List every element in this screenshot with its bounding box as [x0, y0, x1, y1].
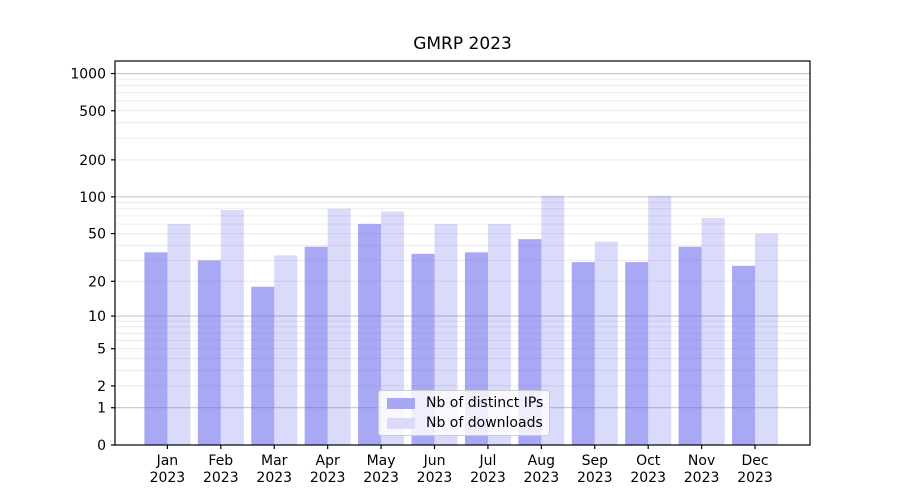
x-tick-label: Feb 2023 [203, 453, 239, 486]
y-tick-label: 2 [97, 379, 106, 395]
bar-jan-distinct-ips [144, 252, 168, 445]
legend-swatch-downloads [387, 417, 415, 429]
bar-jan-downloads [167, 223, 191, 445]
bar-nov-distinct-ips [678, 246, 702, 445]
chart-title: GMRP 2023 [413, 34, 512, 54]
x-tick-label: Jul 2023 [470, 453, 506, 486]
bar-sep-downloads [594, 241, 618, 445]
y-axis-tick-labels: 0 1 2 5 10 20 50 100 200 500 1000 [70, 67, 106, 454]
x-tick-label: Oct 2023 [630, 453, 666, 486]
bar-dec-downloads [755, 233, 779, 445]
bar-mar-downloads [274, 255, 298, 445]
bars-downloads [167, 195, 779, 445]
y-tick-label: 1000 [70, 67, 106, 83]
bar-apr-distinct-ips [304, 246, 328, 445]
x-tick-label: Jan 2023 [150, 453, 186, 486]
bar-feb-distinct-ips [197, 260, 221, 445]
y-tick-label: 5 [97, 342, 106, 358]
y-tick-label: 50 [88, 227, 106, 243]
y-gridlines-minor [115, 78, 810, 387]
bar-apr-downloads [327, 208, 351, 445]
bar-oct-downloads [648, 195, 672, 445]
x-tick-label: Apr 2023 [310, 453, 346, 486]
plot-border [114, 60, 811, 446]
x-tick-label: Aug 2023 [524, 453, 560, 486]
legend-label: Nb of downloads [426, 415, 543, 431]
y-axis-ticks [111, 72, 115, 446]
bar-sep-distinct-ips [571, 262, 595, 445]
x-tick-label: May 2023 [363, 453, 399, 486]
x-axis-ticks [166, 445, 756, 449]
legend-item: Nb of downloads [387, 415, 543, 431]
y-tick-label: 0 [97, 438, 106, 454]
legend-label: Nb of distinct IPs [426, 395, 544, 411]
bar-aug-downloads [541, 195, 565, 445]
legend-swatch-distinct-ips [387, 397, 415, 409]
bar-mar-distinct-ips [251, 286, 275, 445]
x-tick-label: Dec 2023 [737, 453, 773, 486]
bar-jul-downloads [487, 223, 511, 445]
bar-feb-downloads [220, 210, 244, 445]
bar-jun-downloads [434, 223, 458, 445]
x-tick-label: Jun 2023 [417, 453, 453, 486]
legend: Nb of distinct IPs Nb of downloads [378, 390, 550, 436]
x-tick-label: Sep 2023 [577, 453, 613, 486]
y-tick-label: 200 [79, 153, 106, 169]
y-tick-label: 1 [97, 401, 106, 417]
x-axis-tick-labels: Jan 2023 Feb 2023 Mar 2023 Apr 2023 May 2023 Jun 20… [150, 453, 773, 486]
legend-item: Nb of distinct IPs [387, 395, 544, 411]
bar-dec-distinct-ips [732, 265, 756, 445]
bar-oct-distinct-ips [625, 262, 649, 445]
y-tick-label: 500 [79, 104, 106, 120]
x-tick-label: Nov 2023 [684, 453, 720, 486]
bar-may-downloads [381, 211, 405, 445]
y-tick-label: 100 [79, 190, 106, 206]
bar-may-distinct-ips [358, 223, 382, 445]
y-tick-label: 10 [88, 309, 106, 325]
bar-nov-downloads [701, 218, 725, 445]
x-tick-label: Mar 2023 [256, 453, 292, 486]
y-tick-label: 20 [88, 274, 106, 290]
